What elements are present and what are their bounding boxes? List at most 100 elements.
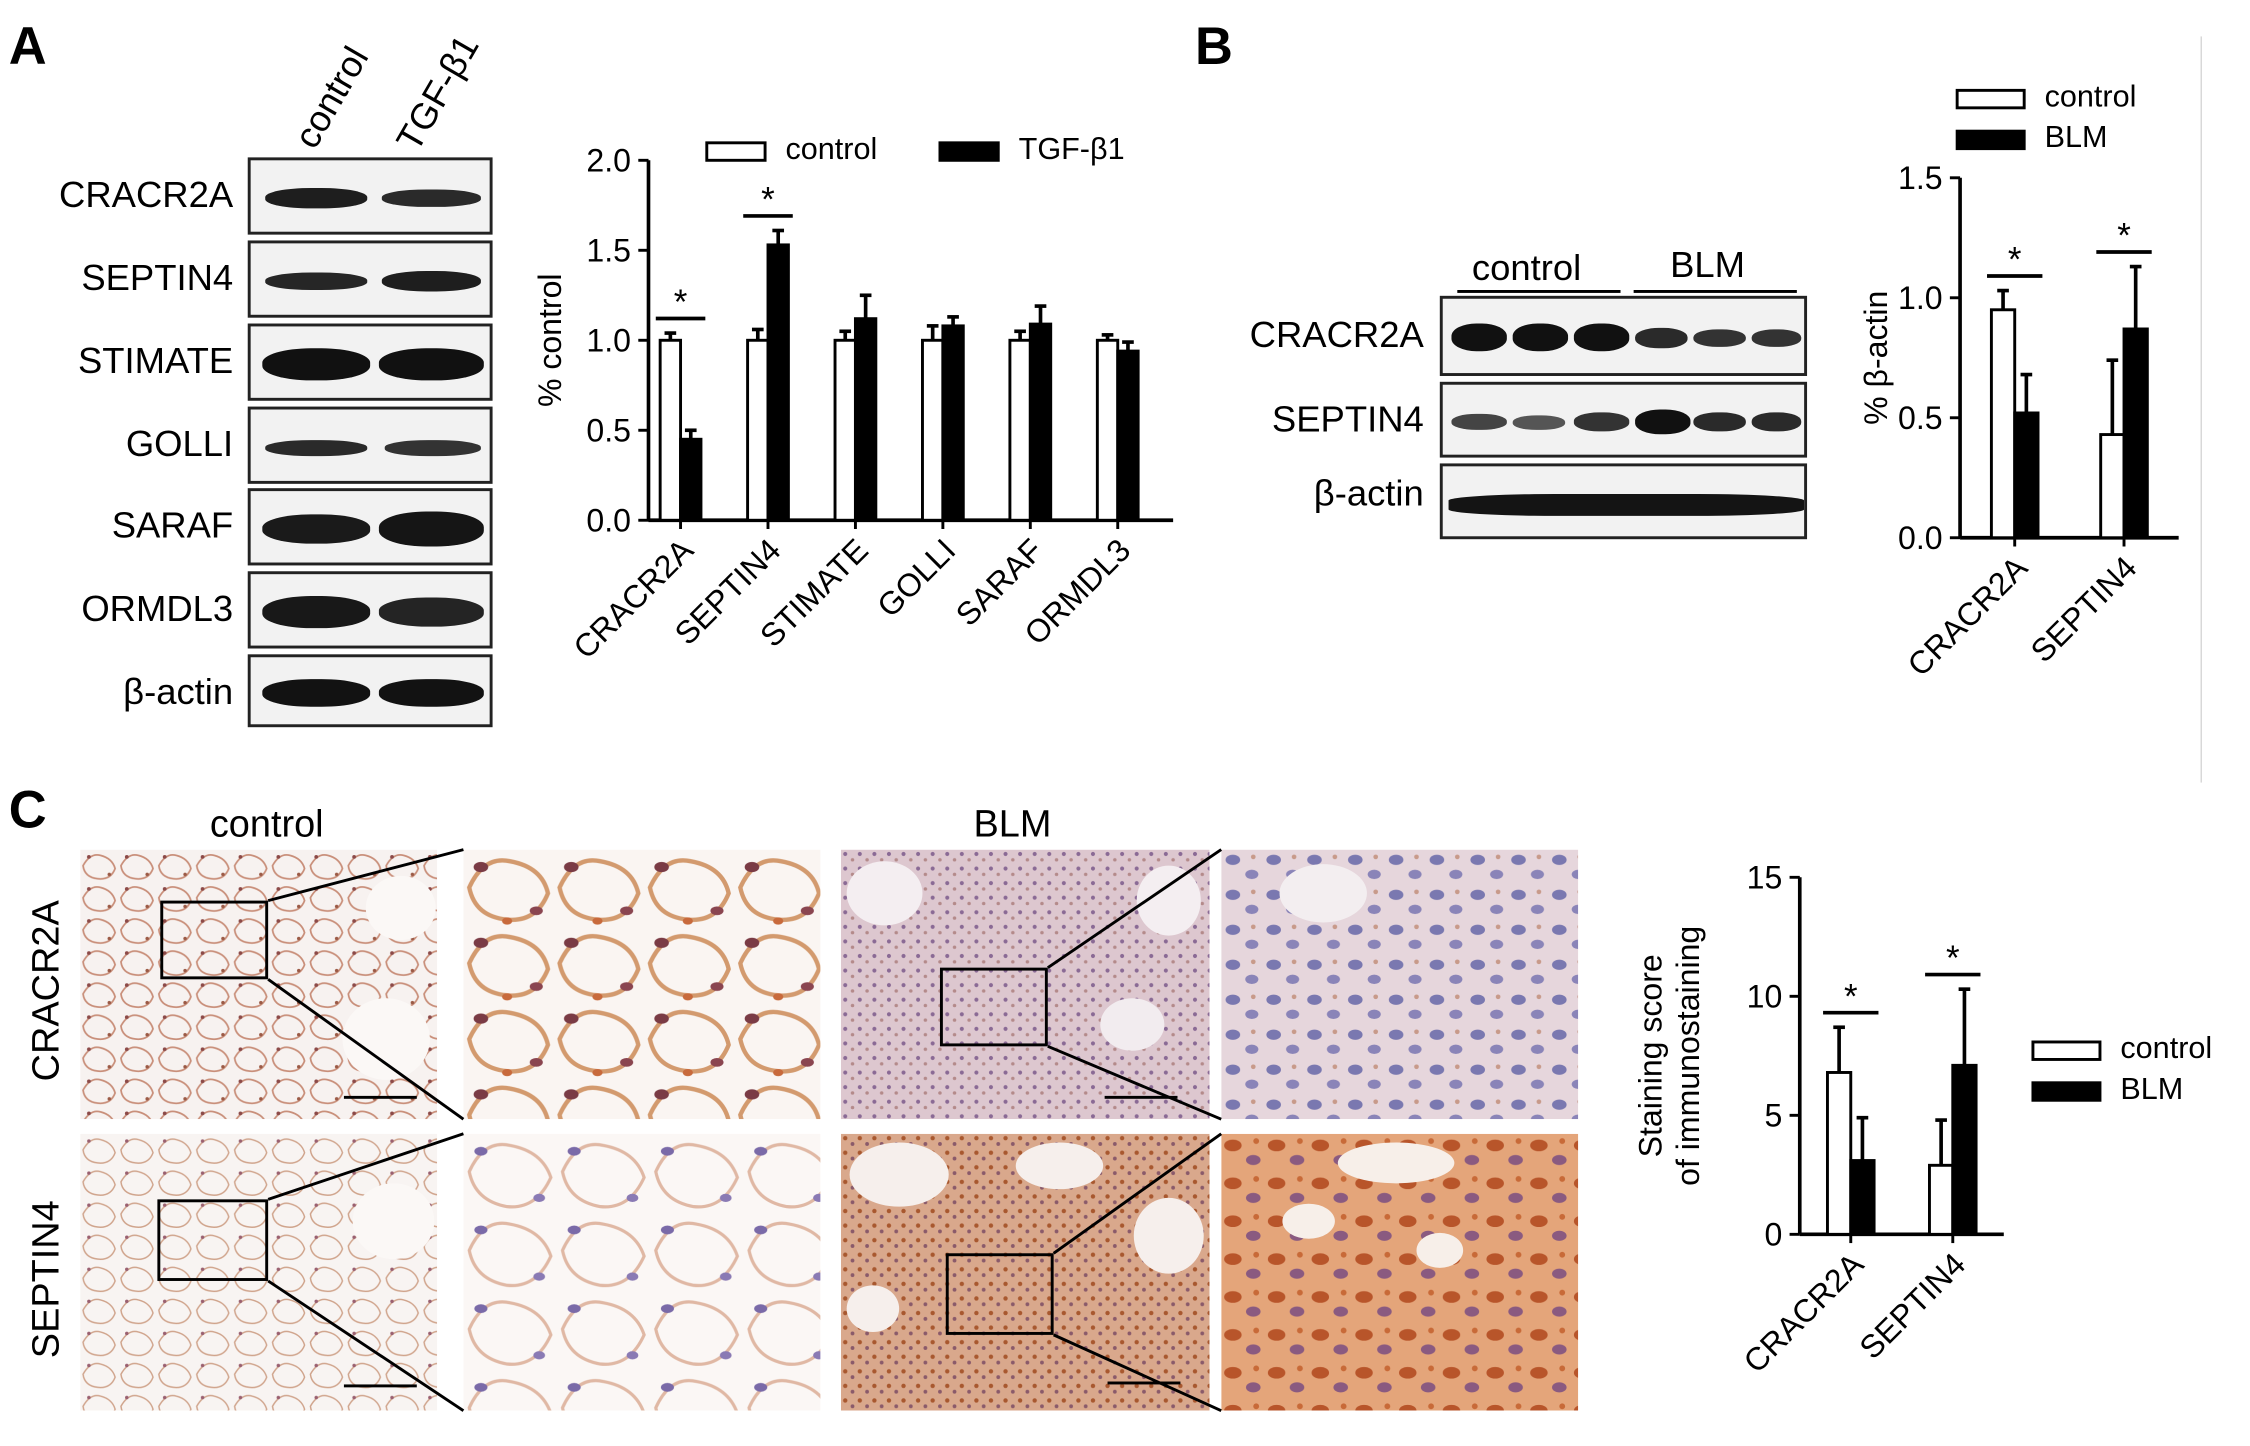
blot-b-label-septin4: SEPTIN4 [1271, 399, 1424, 441]
bar-tgf-1-cracr2a [679, 437, 703, 522]
y-tick-label: 0.5 [586, 412, 631, 448]
blot-a-label-golli: GOLLI [125, 424, 234, 465]
bar-control-cracr2a [658, 338, 683, 522]
group-label-blm: BLM [1670, 244, 1745, 286]
blot-b-label-actin: β-actin [1313, 473, 1424, 515]
inset-box-blm-cracr2a [939, 967, 1048, 1047]
y-axis-label: % control [532, 273, 568, 407]
bar-control-septin4 [2099, 433, 2126, 540]
legend-swatch-blm [1955, 129, 2026, 151]
significance-star-septin4: * [1946, 939, 1960, 978]
col-label-control: control [209, 801, 324, 846]
bar-blm-septin4 [2122, 327, 2149, 540]
micrograph-control-septin4-low [80, 1133, 438, 1411]
y-tick-label: 0.5 [1898, 400, 1943, 436]
scale-bar-3 [343, 1384, 417, 1388]
legend-swatch-control [705, 141, 767, 162]
group-bar-control [1457, 290, 1621, 293]
micrograph-blm-septin4-low [840, 1133, 1210, 1411]
blot-a-cracr2a [247, 157, 493, 235]
col-label-blm: BLM [973, 801, 1052, 846]
legend-label-tgf-1: TGF-β1 [1019, 132, 1125, 166]
blot-a-septin4 [247, 240, 493, 318]
blot-a-stimate [247, 323, 493, 401]
group-label-control: control [1471, 247, 1582, 289]
category-label-cracr2a: CRACR2A [1900, 549, 2034, 683]
y-tick-label: 1.0 [1898, 280, 1943, 316]
legend-label-blm: BLM [2045, 120, 2108, 154]
y-tick-label: 0 [1764, 1217, 1782, 1253]
blot-a-ormdl3 [247, 571, 493, 649]
micrograph-control-cracr2a-low [80, 849, 438, 1120]
bar-control-cracr2a [1825, 1071, 1853, 1236]
legend-swatch-tgf-1 [938, 141, 1000, 162]
scale-bar-4 [1107, 1381, 1181, 1385]
significance-star-septin4: * [761, 181, 775, 220]
bar-control-septin4 [1928, 1163, 1955, 1236]
y-tick-label: 5 [1764, 1098, 1782, 1134]
blot-a-label-actin: β-actin [123, 671, 234, 713]
inset-box-control-cracr2a [160, 900, 269, 980]
bar-control-cracr2a [1989, 308, 2017, 540]
blot-b-label-cracr2a: CRACR2A [1249, 314, 1424, 356]
panel-b-letter: B [1194, 16, 1233, 76]
chart-c: 0 5 10 15 Staining score of immunostaining CRA… [1632, 860, 2212, 1380]
y-axis-label: Staining score [1632, 954, 1668, 1157]
category-label-septin4: SEPTIN4 [2024, 549, 2144, 669]
blot-a-saraf [247, 488, 493, 566]
blot-a-label-saraf: SARAF [111, 505, 234, 547]
inset-box-blm-septin4 [945, 1253, 1054, 1335]
legend-swatch-control [2031, 1040, 2102, 1061]
micrograph-blm-septin4-zoom [1221, 1133, 1579, 1411]
blot-a-label-ormdl3: ORMDL3 [81, 588, 234, 630]
micrograph-blm-cracr2a-low [840, 849, 1210, 1120]
significance-star-cracr2a: * [2008, 241, 2022, 280]
y-tick-label: 0.0 [586, 502, 631, 538]
blot-b-septin4 [1439, 381, 1808, 458]
blot-b-cracr2a [1439, 295, 1808, 376]
scale-bar-2 [1104, 1095, 1178, 1099]
y-tick-label: 10 [1747, 979, 1783, 1015]
micrograph-blm-cracr2a-zoom [1221, 849, 1579, 1120]
legend-label-blm: BLM [2120, 1072, 2183, 1106]
bar-blm-cracr2a [1849, 1159, 1876, 1236]
y-tick-label: 1.5 [1898, 160, 1943, 196]
legend-swatch-blm [2031, 1081, 2102, 1102]
blot-a-label-septin4: SEPTIN4 [81, 257, 234, 299]
bar-tgf-1-golli [941, 324, 965, 522]
significance-star-cracr2a: * [1844, 977, 1858, 1016]
legend-label-control: control [2045, 79, 2137, 113]
chart-b: 0.0 0.5 1.0 1.5 % β-actin CRACR2A * SEPTIN4 * con… [1858, 79, 2179, 683]
category-label-cracr2a: CRACR2A [1737, 1245, 1871, 1379]
bar-blm-cracr2a [2013, 411, 2040, 540]
category-label-septin4: SEPTIN4 [1852, 1246, 1972, 1366]
micrograph-control-septin4-zoom [463, 1133, 821, 1411]
blot-a-label-stimate: STIMATE [77, 341, 234, 382]
y-tick-label: 1.5 [586, 233, 631, 269]
y-axis-label: of immunostaining [1670, 926, 1706, 1186]
significance-star-cracr2a: * [674, 283, 688, 322]
blot-a-actin [247, 654, 493, 728]
panel-c-letter: C [8, 779, 47, 840]
y-tick-label: 0.0 [1898, 520, 1943, 556]
legend-swatch-control [1955, 88, 2026, 110]
blot-a-golli [247, 406, 493, 484]
significance-star-septin4: * [2117, 217, 2131, 256]
panel-a-letter: A [8, 16, 47, 76]
micrograph-control-cracr2a-zoom [463, 849, 821, 1120]
legend-label-control: control [785, 132, 877, 166]
y-tick-label: 15 [1747, 860, 1783, 896]
chart-a: 0.00.51.01.52.0% controlCRACR2A*SEPTIN4*… [532, 132, 1174, 666]
zoom-connectors [267, 848, 1223, 1412]
bar-blm-septin4 [1951, 1063, 1978, 1236]
legend-label-control: control [2120, 1031, 2212, 1065]
y-axis-label: % β-actin [1858, 291, 1894, 425]
bar-tgf-1-stimate [853, 317, 878, 522]
scale-bar-1 [343, 1095, 417, 1099]
panel-divider [2200, 36, 2202, 783]
y-tick-label: 2.0 [586, 143, 631, 179]
inset-box-control-septin4 [157, 1199, 269, 1281]
group-bar-blm [1633, 290, 1797, 293]
blot-a-label-cracr2a: CRACR2A [59, 174, 234, 216]
